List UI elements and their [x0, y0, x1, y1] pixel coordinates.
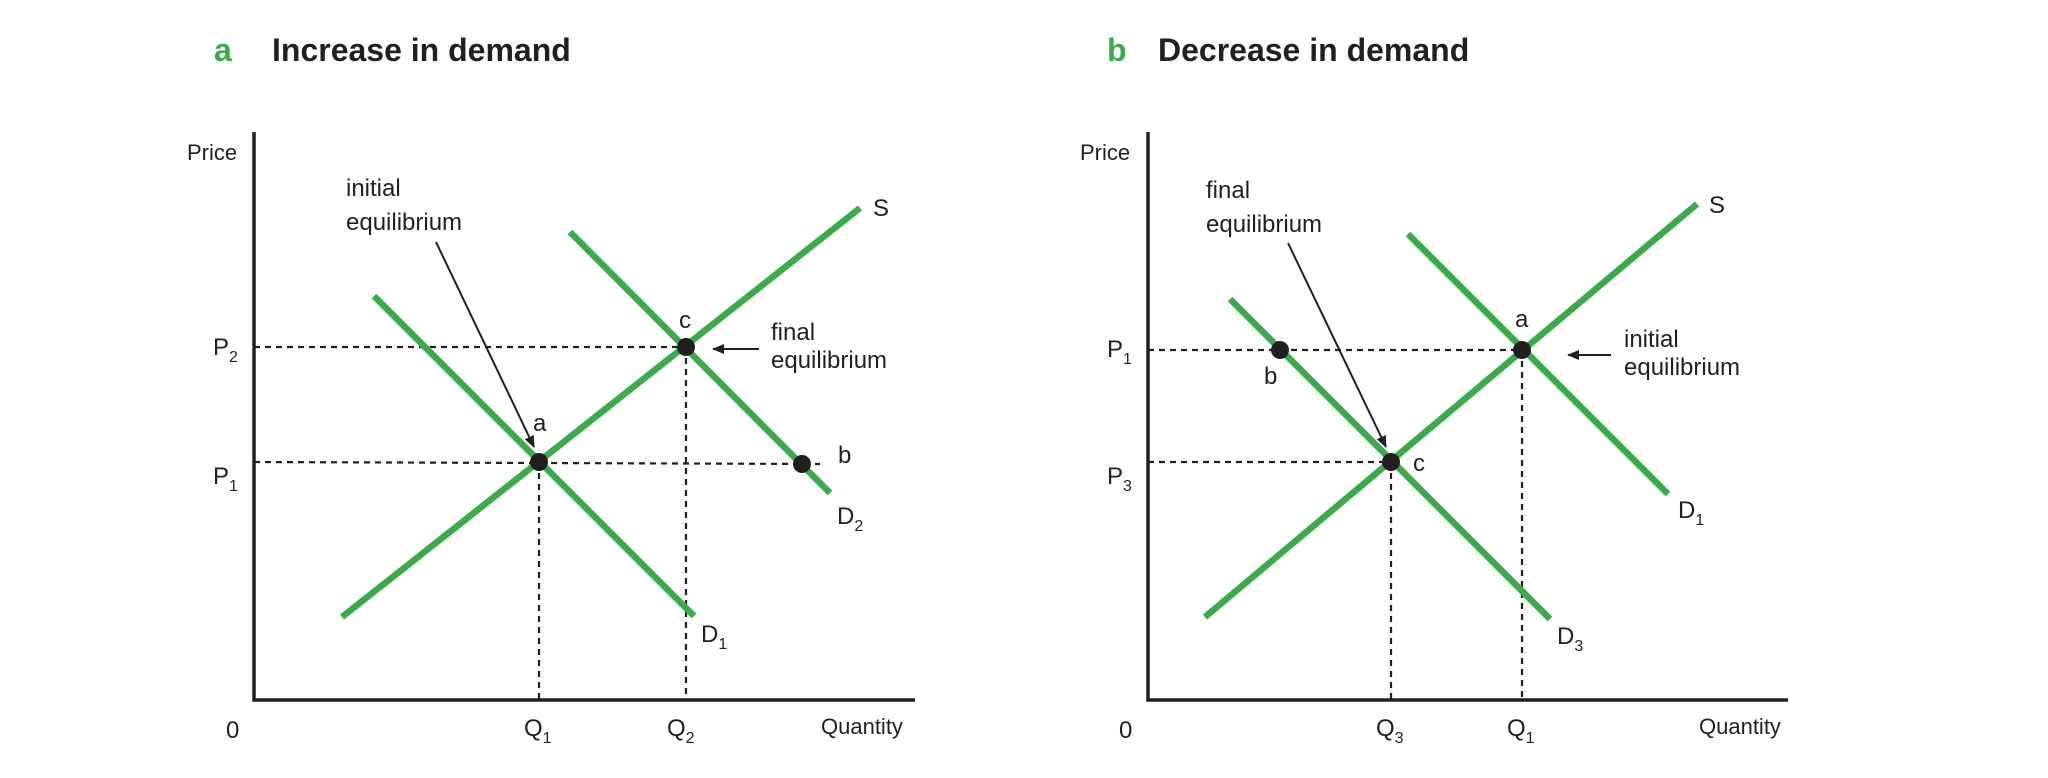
panel-a-quantity-label-left: Q1: [524, 715, 552, 747]
panel-a-point-c-label: c: [679, 307, 691, 334]
panel-b-point-b-label: b: [1264, 363, 1277, 390]
panel-b-axes: [1146, 132, 1788, 702]
panel-b-point-a: [1513, 341, 1531, 359]
panel-a-d2-label: D2: [837, 503, 863, 535]
panel-b-point-a-label: a: [1515, 306, 1529, 333]
panel-b-point-c: [1382, 453, 1400, 471]
panel-b-price-label-lower: P3: [1107, 463, 1132, 495]
panel-a-origin-label: 0: [226, 717, 239, 744]
panel-a-point-c: [677, 338, 695, 356]
panel-a-title: Increase in demand: [272, 32, 571, 68]
panel-a-quantity-label-right: Q2: [667, 715, 695, 747]
panel-b-y-axis-label: Price: [1080, 140, 1130, 165]
panel-a-point-a-label: a: [533, 410, 547, 437]
panel-b-x-axis-label: Quantity: [1699, 714, 1781, 739]
panel-a-initial-arrow: [435, 241, 535, 448]
panel-b-point-b: [1271, 341, 1289, 359]
panel-a-price-label-upper: P2: [213, 334, 238, 366]
panel-b-demand-d1-curve: [1405, 231, 1671, 497]
panel-a: Price Quantity 0 S D1 D2 P2 P1 Q1 Q2 a c…: [187, 132, 915, 747]
panel-a-axes: [252, 132, 915, 702]
panel-a-supply-curve: [339, 205, 863, 620]
panel-b-quantity-label-right: Q1: [1507, 715, 1535, 747]
panel-b-final-arrow: [1287, 242, 1387, 448]
panel-b-supply-label: S: [1709, 192, 1725, 219]
panel-b-supply-curve: [1202, 201, 1700, 620]
panel-b: Price Quantity 0 S D3 D1 P1 P3 Q3 Q1 b a…: [1080, 132, 1788, 747]
panel-a-x-axis-label: Quantity: [821, 714, 903, 739]
panel-a-point-a: [530, 453, 548, 471]
panel-b-d1-label: D1: [1678, 497, 1704, 529]
panel-b-letter: b: [1107, 32, 1127, 68]
panel-a-point-b: [793, 455, 811, 473]
panel-a-supply-label: S: [873, 195, 889, 222]
panel-a-demand-d2-curve: [567, 229, 833, 496]
panel-a-y-axis-label: Price: [187, 140, 237, 165]
panel-a-price-label-lower: P1: [213, 463, 238, 495]
panel-a-final-equilibrium-note: final equilibrium: [771, 319, 887, 374]
panel-b-title: Decrease in demand: [1158, 32, 1470, 68]
panel-b-d3-label: D3: [1557, 623, 1583, 655]
panel-b-final-equilibrium-note: final equilibrium: [1206, 177, 1322, 238]
panel-b-price-label-upper: P1: [1107, 336, 1132, 368]
panel-a-initial-equilibrium-note: initial equilibrium: [346, 175, 462, 236]
panel-b-origin-label: 0: [1119, 717, 1132, 744]
panel-a-d1-label: D1: [701, 621, 727, 653]
panel-b-point-c-label: c: [1413, 450, 1425, 477]
panel-b-initial-equilibrium-note: initial equilibrium: [1624, 326, 1740, 381]
panel-a-point-b-label: b: [838, 442, 851, 469]
panel-b-quantity-label-left: Q3: [1376, 715, 1404, 747]
panel-a-letter: a: [214, 32, 232, 68]
